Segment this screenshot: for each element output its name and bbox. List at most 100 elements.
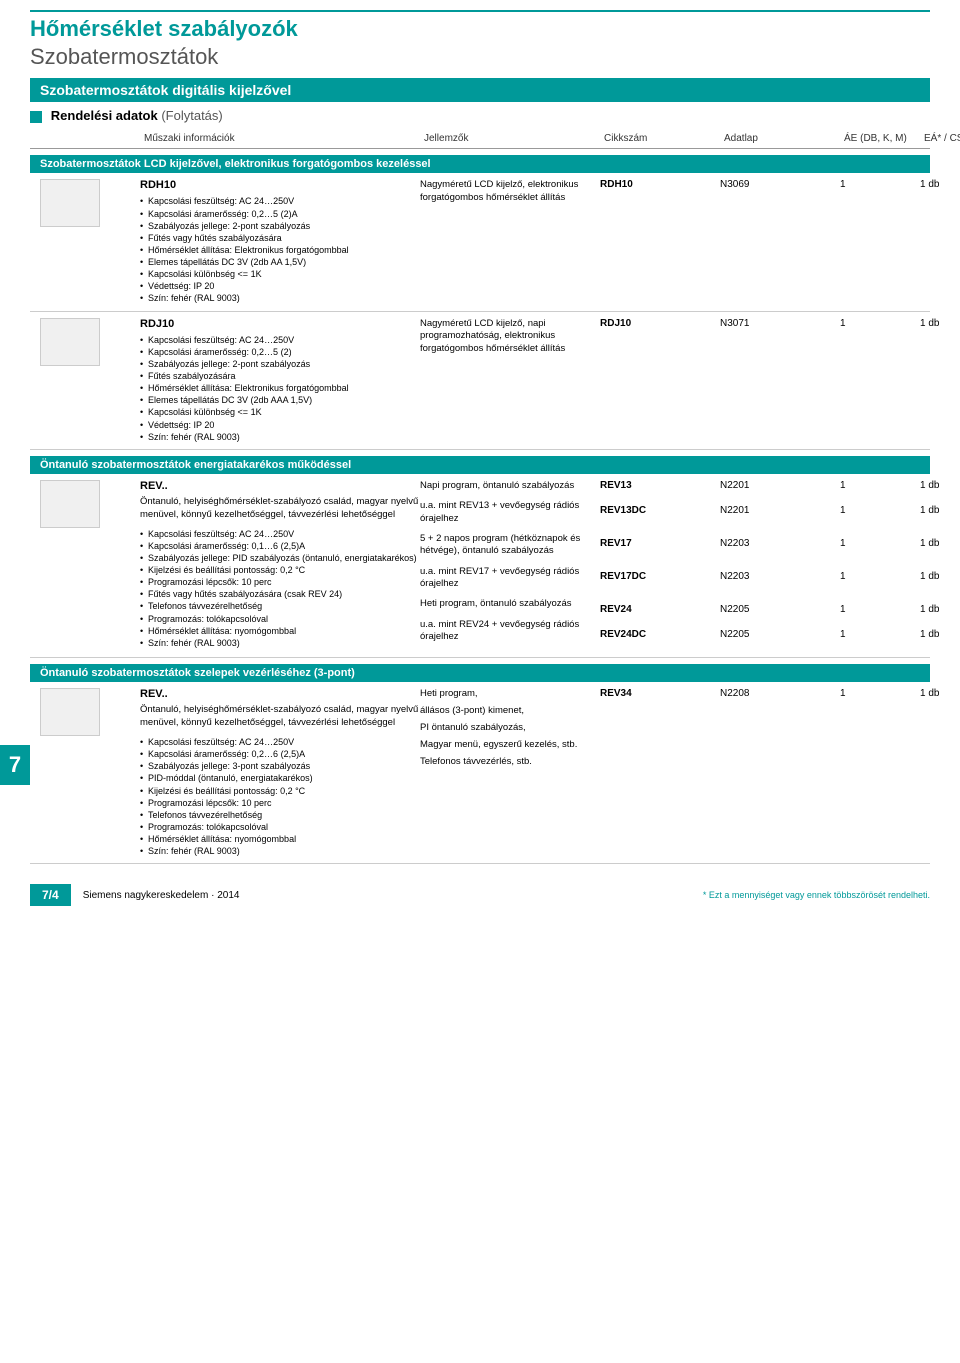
ea: 1 db xyxy=(920,480,960,491)
spec-item: Szabályozás jellege: 3-pont szabályozás xyxy=(140,760,420,772)
spec-item: Szín: fehér (RAL 9003) xyxy=(140,431,420,443)
spec-item: Kijelzési és beállítási pontosság: 0,2 °… xyxy=(140,785,420,797)
sku: REV13DC xyxy=(600,505,720,516)
sku-desc: 5 + 2 napos program (hétköznapok és hétv… xyxy=(420,533,600,558)
page: 7 Hőmérséklet szabályozók Szobatermosztá… xyxy=(0,0,960,926)
spec-item: Hőmérséklet állítása: nyomógombbal xyxy=(140,833,420,845)
product-intro: Öntanuló, helyiséghőmérséklet-szabályozó… xyxy=(140,496,420,522)
rev-specs: Kapcsolási feszültség: AC 24…250V Kapcso… xyxy=(140,528,420,649)
product-specs-cell: REV.. Öntanuló, helyiséghőmérséklet-szab… xyxy=(140,688,420,857)
product-ea: 1 db xyxy=(920,318,960,329)
datasheet: N2205 xyxy=(720,629,840,640)
spec-item: Kapcsolási feszültség: AC 24…250V xyxy=(140,334,420,346)
product-row-rev34: REV.. Öntanuló, helyiséghőmérséklet-szab… xyxy=(30,682,930,864)
ea: 1 db xyxy=(920,538,960,549)
spec-item: Programozási lépcsők: 10 perc xyxy=(140,797,420,809)
footer-left: 7/4 Siemens nagykereskedelem · 2014 xyxy=(30,884,239,906)
sku-desc: u.a. mint REV17 + vevőegység rádiós óraj… xyxy=(420,566,600,591)
sku: REV24 xyxy=(600,604,720,615)
spec-item: Elemes tápellátás DC 3V (2db AA 1,5V) xyxy=(140,256,420,268)
product-model: REV.. xyxy=(140,480,420,492)
ae: 1 xyxy=(840,571,920,582)
col-datasheet: Adatlap xyxy=(720,133,840,144)
product-intro: Öntanuló, helyiséghőmérséklet-szabályozó… xyxy=(140,704,420,730)
top-rule xyxy=(30,10,930,12)
product-model: REV.. xyxy=(140,688,420,700)
desc-line: Heti program, xyxy=(420,688,600,701)
spec-item: Kapcsolási különbség <= 1K xyxy=(140,268,420,280)
product-sku: REV34 xyxy=(600,688,720,699)
col-feat: Jellemzők xyxy=(420,133,600,144)
sku: REV13 xyxy=(600,480,720,491)
ae: 1 xyxy=(840,629,920,640)
spec-item: Kijelzési és beállítási pontosság: 0,2 °… xyxy=(140,564,420,576)
product-image-cell xyxy=(30,179,140,230)
spec-item: Programozási lépcsők: 10 perc xyxy=(140,576,420,588)
ea: 1 db xyxy=(920,604,960,615)
spec-item: Kapcsolási áramerősség: 0,1…6 (2,5)A xyxy=(140,540,420,552)
datasheet: N2203 xyxy=(720,538,840,549)
product-desc: Heti program, állásos (3-pont) kimenet, … xyxy=(420,688,600,768)
thermostat-thumb-icon xyxy=(40,318,100,366)
footer: 7/4 Siemens nagykereskedelem · 2014 * Ez… xyxy=(30,884,930,906)
desc-line: PI öntanuló szabályozás, xyxy=(420,722,600,735)
ae: 1 xyxy=(840,604,920,615)
spec-item: Védettség: IP 20 xyxy=(140,280,420,292)
product-row-rdh10: RDH10 Kapcsolási feszültség: AC 24…250V … xyxy=(30,173,930,311)
spec-item: Kapcsolási áramerősség: 0,2…6 (2,5)A xyxy=(140,748,420,760)
spec-item: Szín: fehér (RAL 9003) xyxy=(140,292,420,304)
product-desc: Nagyméretű LCD kijelző, napi programozha… xyxy=(420,318,600,356)
spec-item: Kapcsolási feszültség: AC 24…250V xyxy=(140,736,420,748)
spec-item: Programozás: tolókapcsolóval xyxy=(140,821,420,833)
product-datasheet: N2208 xyxy=(720,688,840,699)
spec-item: Hőmérséklet állítása: Elektronikus forga… xyxy=(140,382,420,394)
footer-note: * Ezt a mennyiséget vagy ennek többszörö… xyxy=(703,890,930,900)
spec-item: Hőmérséklet állítása: Elektronikus forga… xyxy=(140,244,420,256)
product-desc: Nagyméretű LCD kijelző, elektronikus for… xyxy=(420,179,600,205)
sku-row: REV24DC N2205 1 1 db xyxy=(600,629,960,640)
ae: 1 xyxy=(840,538,920,549)
sku: REV17 xyxy=(600,538,720,549)
col-ea: EÁ* / CSE xyxy=(920,133,960,144)
product-image-cell xyxy=(30,480,140,531)
datasheet: N2201 xyxy=(720,505,840,516)
spec-item: Kapcsolási különbség <= 1K xyxy=(140,406,420,418)
product-datasheet: N3069 xyxy=(720,179,840,190)
spec-item: Kapcsolási áramerősség: 0,2…5 (2) xyxy=(140,346,420,358)
col-sku: Cikkszám xyxy=(600,133,720,144)
spec-item: Elemes tápellátás DC 3V (2db AAA 1,5V) xyxy=(140,394,420,406)
product-model: RDH10 xyxy=(140,179,420,191)
group-bar-selflearn: Öntanuló szobatermosztátok energiatakaré… xyxy=(30,456,930,474)
sku-desc: Heti program, öntanuló szabályozás xyxy=(420,598,600,610)
spec-item: Hőmérséklet állítása: nyomógombbal xyxy=(140,625,420,637)
rdh10-specs: Kapcsolási feszültség: AC 24…250V Kapcso… xyxy=(140,195,420,304)
spec-item: Telefonos távvezérelhetőség xyxy=(140,600,420,612)
product-sku: RDJ10 xyxy=(600,318,720,329)
ae: 1 xyxy=(840,505,920,516)
ae: 1 xyxy=(840,480,920,491)
spec-item: Kapcsolási feszültség: AC 24…250V xyxy=(140,528,420,540)
sku-row: REV13DC N2201 1 1 db xyxy=(600,505,960,516)
spec-item: Szín: fehér (RAL 9003) xyxy=(140,637,420,649)
product-image-cell xyxy=(30,688,140,739)
order-cont: (Folytatás) xyxy=(161,108,222,123)
col-ae: ÁE (DB, K, M) xyxy=(840,133,920,144)
group-bar-lcd: Szobatermosztátok LCD kijelzővel, elektr… xyxy=(30,155,930,173)
datasheet: N2201 xyxy=(720,480,840,491)
datasheet: N2203 xyxy=(720,571,840,582)
product-model: RDJ10 xyxy=(140,318,420,330)
product-row-rdj10: RDJ10 Kapcsolási feszültség: AC 24…250V … xyxy=(30,312,930,450)
sku: REV24DC xyxy=(600,629,720,640)
spec-item: Kapcsolási feszültség: AC 24…250V xyxy=(140,195,420,207)
rev-desc-column: Napi program, öntanuló szabályozás u.a. … xyxy=(420,480,600,651)
thermostat-thumb-icon xyxy=(40,688,100,736)
thermostat-thumb-icon xyxy=(40,179,100,227)
spec-item: Szabályozás jellege: 2-pont szabályozás xyxy=(140,220,420,232)
subcategory-title: Szobatermosztátok xyxy=(30,44,930,70)
sku-row: REV17DC N2203 1 1 db xyxy=(600,571,960,582)
spec-item: Kapcsolási áramerősség: 0,2…5 (2)A xyxy=(140,208,420,220)
sku-desc: u.a. mint REV24 + vevőegység rádiós óraj… xyxy=(420,619,600,644)
product-sku: RDH10 xyxy=(600,179,720,190)
ea: 1 db xyxy=(920,629,960,640)
order-title: Rendelési adatok (Folytatás) xyxy=(51,108,223,123)
